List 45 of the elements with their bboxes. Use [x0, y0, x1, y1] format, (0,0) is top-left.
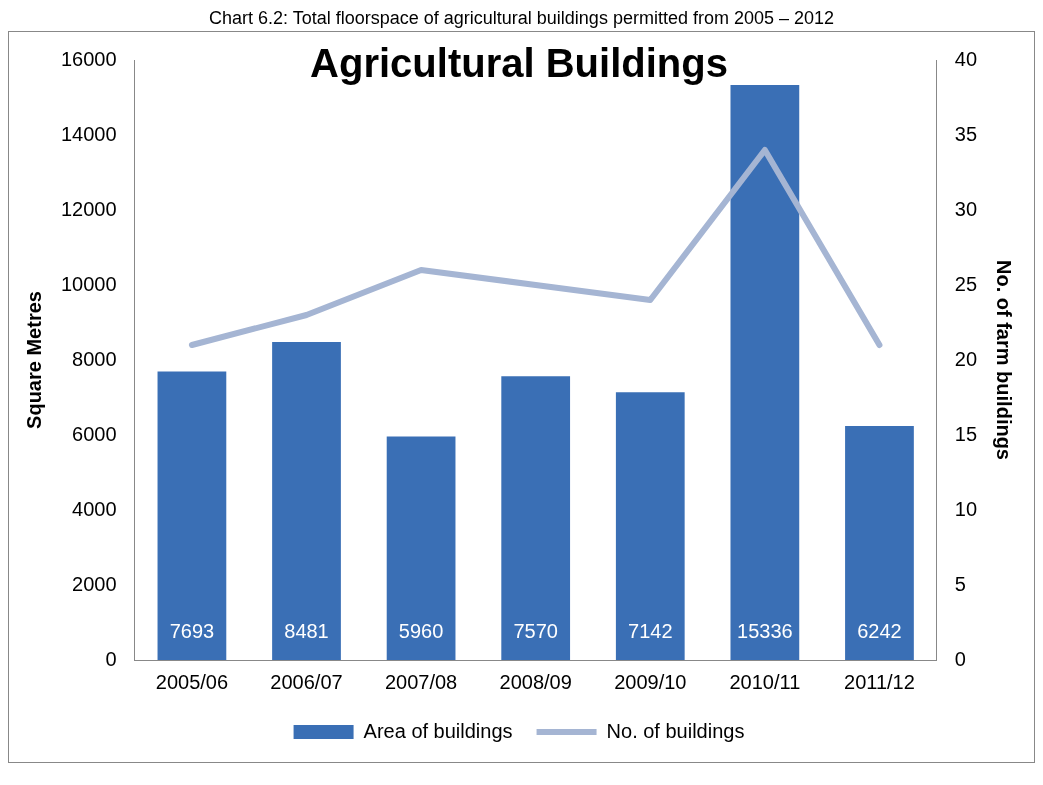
- legend-label: Area of buildings: [363, 719, 513, 742]
- bar: [615, 392, 685, 660]
- x-tick-label: 2005/06: [155, 670, 229, 693]
- data-label: 15336: [737, 619, 793, 642]
- data-label: 7142: [628, 619, 673, 642]
- y2-axis-title: No. of farm buildings: [993, 260, 1016, 460]
- x-tick-label: 2007/08: [384, 670, 458, 693]
- y2-tick-label: 25: [954, 272, 977, 295]
- bar: [272, 341, 341, 660]
- x-tick-label: 2011/12: [844, 670, 915, 693]
- y-tick-label: 14000: [60, 122, 117, 145]
- chart-title: Agricultural Buildings: [310, 41, 728, 86]
- y2-tick-label: 15: [954, 422, 977, 445]
- bar: [845, 425, 914, 660]
- data-label: 5960: [398, 619, 444, 642]
- caption: Chart 6.2: Total floorspace of agricultural buildings permitted from 2005 – 2012: [208, 8, 835, 29]
- y-tick-label: 16000: [60, 47, 117, 70]
- y2-tick-label: 40: [954, 47, 977, 70]
- data-label: 7570: [513, 619, 558, 642]
- y-axis-title: Square Metres: [22, 291, 45, 429]
- bar: [157, 371, 227, 660]
- data-label: 8481: [284, 619, 329, 642]
- data-label: 7693: [169, 619, 215, 642]
- x-tick-label: 2010/11: [729, 670, 801, 693]
- bar: [501, 376, 571, 660]
- legend-label: No. of buildings: [606, 719, 745, 742]
- y-tick-label: 10000: [60, 272, 117, 295]
- x-tick-label: 2006/07: [270, 670, 343, 693]
- y2-tick-label: 10: [954, 497, 977, 520]
- y2-tick-label: 5: [954, 572, 966, 595]
- y2-tick-label: 35: [954, 122, 977, 145]
- y2-tick-label: 20: [954, 347, 977, 370]
- data-label: 6242: [857, 619, 902, 642]
- x-tick-label: 2009/10: [614, 670, 687, 693]
- bar: [386, 436, 456, 660]
- x-tick-label: 2008/09: [499, 670, 572, 693]
- y-tick-label: 0: [105, 647, 117, 670]
- bar: [730, 84, 800, 660]
- y-tick-label: 8000: [72, 347, 117, 370]
- y2-tick-label: 30: [954, 197, 977, 220]
- y-tick-label: 12000: [60, 197, 117, 220]
- y-tick-label: 2000: [72, 572, 117, 595]
- y-tick-label: 4000: [72, 497, 117, 520]
- y-tick-label: 6000: [72, 422, 117, 445]
- y2-tick-label: 0: [954, 647, 966, 670]
